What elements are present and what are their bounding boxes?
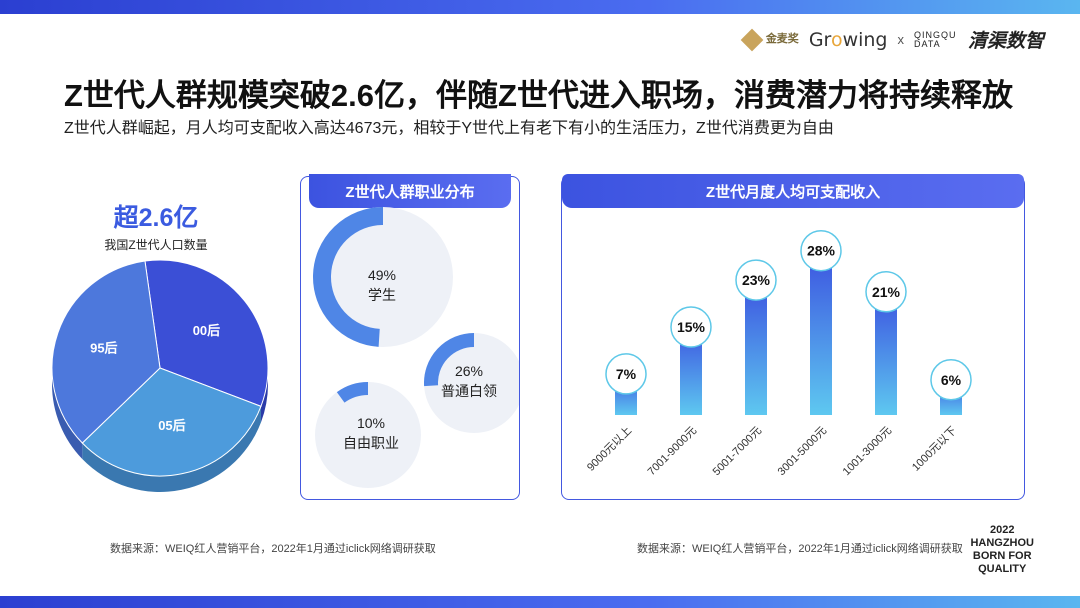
income-value-label-1: 15%: [677, 319, 706, 335]
occupation-label-student: 49% 学生: [347, 265, 417, 305]
donut-bg-学生: [313, 207, 453, 347]
income-bubble-4: [865, 271, 907, 313]
times-sign: x: [897, 32, 904, 47]
income-bubble-2: [735, 259, 777, 301]
income-value-label-0: 7%: [616, 366, 637, 382]
jinmai-label: 金麦奖: [765, 33, 799, 45]
income-bar-chart: 7% 9000元以上 15% 7001-9000元 23% 5001-7000元 28% 30…: [584, 229, 972, 478]
freelance-percent: 10%: [356, 415, 386, 431]
pie-label-95后: 95后: [90, 341, 117, 356]
income-category-label-5: 1000元以下: [910, 425, 959, 474]
brand-line3: BORN FOR: [972, 550, 1032, 562]
pie-side-95后: [52, 368, 83, 460]
brand-mark: 2022 HANGZHOU BORN FOR QUALITY: [970, 524, 1034, 576]
income-category-label-2: 5001-7000元: [711, 425, 764, 478]
occupation-label-whitecollar: 26% 普通白领: [429, 361, 509, 401]
pie-side-05后: [82, 406, 261, 492]
pie-side-00后: [260, 368, 268, 423]
logo-strip: 金麦奖 Growing x QINGQU DATA 清渠数智: [740, 26, 1044, 53]
brand-line1: 2022: [989, 524, 1015, 536]
occupation-donut-chart: [313, 207, 519, 488]
income-category-label-1: 7001-9000元: [646, 425, 699, 478]
student-name: 学生: [368, 287, 396, 303]
income-value-label-2: 23%: [742, 272, 771, 288]
income-bubble-1: [670, 306, 712, 348]
income-bubble-0: [605, 353, 647, 395]
income-category-label-3: 3001-5000元: [776, 425, 829, 478]
donut-bg-自由职业: [315, 382, 421, 488]
income-bar-2: [745, 280, 767, 415]
occupation-panel-title: Z世代人群职业分布: [309, 174, 511, 208]
whitecollar-name: 普通白领: [441, 383, 497, 399]
growing-logo: Growing: [809, 29, 888, 51]
population-headline: 超2.6亿: [113, 204, 199, 232]
brand-line2: HANGZHOU: [970, 537, 1034, 549]
page-title: Z世代人群规模突破2.6亿，伴随Z世代进入职场，消费潜力将持续释放: [64, 78, 1013, 113]
income-bubble-5: [930, 359, 972, 401]
population-heading: 超2.6亿 我国Z世代人口数量: [96, 198, 216, 253]
qingqu-cn-logo: 清渠数智: [967, 31, 1044, 52]
income-panel: Z世代月度人均可支配收入 7% 9000元以上 15% 7001-9000元 23% 50…: [561, 174, 1025, 500]
income-value-label-4: 21%: [872, 284, 901, 300]
pie-slice-95后: [51, 260, 161, 444]
freelance-name: 自由职业: [343, 435, 399, 451]
income-value-label-5: 6%: [941, 372, 962, 388]
income-value-label-3: 28%: [807, 243, 836, 259]
income-bubble-3: [800, 229, 842, 272]
jinmai-logo: 金麦奖: [740, 28, 799, 51]
donut-arc-自由职业: [336, 382, 369, 403]
jinmai-cube-icon: [740, 28, 764, 51]
pie-slice-05后: [81, 367, 262, 477]
top-accent-bar: [0, 0, 1080, 14]
income-bar-3: [810, 250, 832, 415]
income-bar-4: [875, 291, 897, 415]
occupation-label-freelance: 10% 自由职业: [331, 413, 411, 453]
source-note-left: 数据来源：WEIQ红人营销平台，2022年1月通过iclick网络调研获取: [110, 543, 436, 555]
growing-o: o: [830, 28, 843, 51]
income-category-label-0: 9000元以上: [584, 424, 634, 474]
brand-line4: QUALITY: [978, 563, 1027, 575]
page-subtitle: Z世代人群崛起，月人均可支配收入高达4673元，相较于Y世代上有老下有小的生活压…: [64, 120, 834, 137]
whitecollar-percent: 26%: [454, 363, 484, 379]
pie-slice-00后: [144, 259, 269, 407]
student-percent: 49%: [367, 267, 397, 283]
donut-arc-普通白领: [424, 333, 475, 387]
qingqu-en-logo: QINGQU DATA: [913, 29, 957, 49]
bottom-accent-bar: [0, 596, 1080, 608]
income-panel-title: Z世代月度人均可支配收入: [562, 174, 1024, 208]
population-caption: 我国Z世代人口数量: [104, 238, 208, 252]
occupation-panel: Z世代人群职业分布 49% 学生 26% 普通白领 10% 自由职业: [300, 174, 520, 500]
income-bar-1: [680, 327, 702, 415]
pie-label-00后: 00后: [193, 323, 220, 338]
population-pie-chart: 00后 05后 95后: [51, 259, 269, 492]
donut-arc-学生: [313, 207, 384, 347]
pie-label-05后: 05后: [158, 418, 185, 433]
growing-prefix: Gr: [808, 28, 831, 51]
growing-suffix: wing: [842, 28, 888, 51]
income-category-label-4: 1001-3000元: [841, 425, 894, 478]
source-note-right: 数据来源：WEIQ红人营销平台，2022年1月通过iclick网络调研获取: [637, 543, 963, 555]
